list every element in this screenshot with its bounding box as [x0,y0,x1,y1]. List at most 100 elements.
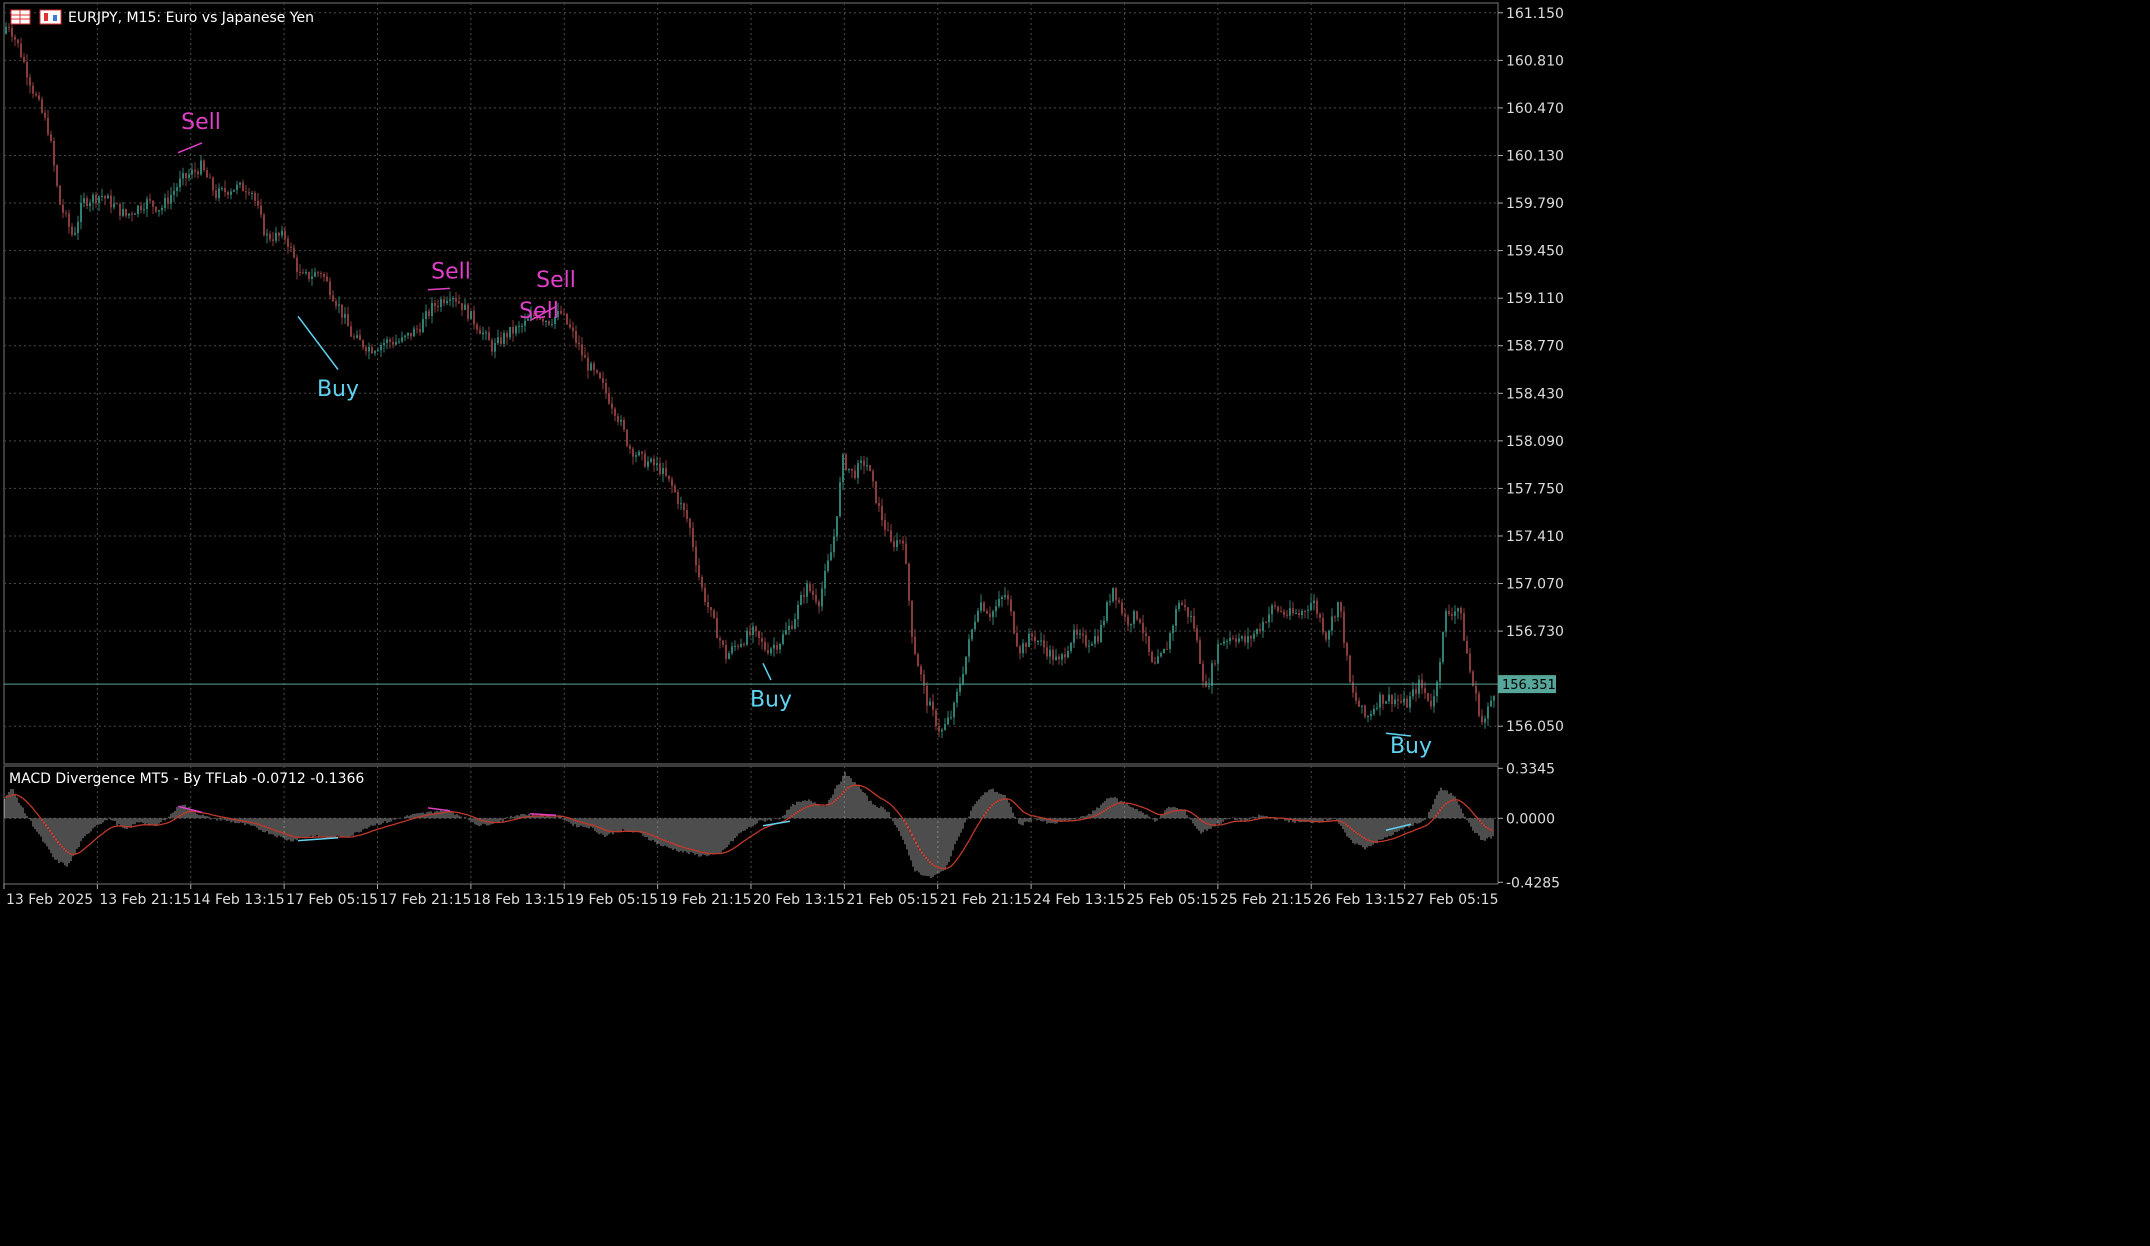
candle-body [1073,629,1075,643]
candle-body [1193,615,1195,629]
time-axis[interactable]: 13 Feb 2025 13 Feb 21:15 14 Feb 13:15 17 Fe… [3,884,1498,908]
candle-body [1379,694,1381,708]
candle-body [740,643,742,647]
candle-body [185,173,187,178]
candle-body [1256,629,1258,634]
candle-body [224,188,226,192]
candle-body [365,347,367,352]
candle-body [308,271,310,280]
candle-body [596,370,598,373]
candle-body [1376,707,1378,709]
candle-body [1178,602,1180,610]
candle-body [380,344,382,351]
candle-body [824,570,826,589]
candle-body [269,233,271,240]
candle-body [167,197,169,204]
candle-body [716,618,718,639]
price-axis[interactable]: 161.150 160.810 160.470 160.130 159.790 159.4… [1498,6,1564,735]
signal-markers: Sell Sell Sell Sell Buy Buy Buy [177,110,1432,759]
candle-body [146,199,148,210]
grid-table-icon[interactable] [10,9,31,25]
candle-body [713,610,715,619]
candle-body [95,194,97,203]
candle-body [329,281,331,296]
candle-body [101,196,103,198]
candle-body [692,527,694,547]
buy-divergence-line [762,662,772,681]
candle-body [332,295,334,302]
candle-body [515,326,517,334]
candle-body [260,205,262,215]
candle-body [212,177,214,191]
candle-body [509,327,511,338]
candle-body [527,318,529,321]
candle-body [776,644,778,650]
candle-body [1025,643,1027,647]
candle-body [1223,641,1225,644]
candle-body [113,203,115,208]
candle-body [1241,636,1243,639]
candle-body [767,649,769,654]
candle-body [473,310,475,325]
indicator-axis[interactable]: 0.3345 0.0000 -0.4285 [1498,761,1560,891]
candle-body [62,204,64,213]
candle-body [1001,597,1003,599]
candle-body [1313,600,1315,603]
main-grid [4,3,1498,764]
candle-body [371,347,373,354]
candlestick-chart-icon[interactable] [39,9,62,25]
candle-body [581,344,583,356]
candle-body [974,621,976,630]
candle-body [899,540,901,542]
candle-body [1322,617,1324,633]
candle-body [941,729,943,732]
candle-body [530,314,532,319]
price-tick-label: 158.430 [1506,386,1564,402]
candle-body [893,541,895,548]
candle-body [656,463,658,466]
candle-body [1316,600,1318,614]
candle-body [170,194,172,204]
candle-body [161,208,163,211]
candle-body [731,646,733,654]
candle-body [683,503,685,511]
candle-body [362,340,364,348]
candle-body [794,618,796,629]
candle-body [1448,611,1450,614]
candle-body [203,160,205,171]
candle-body [1121,602,1123,614]
candle-body [971,629,973,640]
candle-body [287,238,289,247]
price-tick-label: 157.070 [1506,577,1564,593]
candle-body [737,646,739,648]
candle-body [1364,705,1366,717]
candle-body [227,191,229,195]
candle-body [635,455,637,457]
candle-body [1214,663,1216,665]
candle-body [932,701,934,711]
candle-body [470,310,472,320]
candle-body [1472,671,1474,687]
candle-body [884,520,886,530]
candle-body [1085,635,1087,647]
candle-body [752,626,754,635]
candle-body [1118,600,1120,603]
macd-histogram [4,772,1494,878]
candle-body [830,552,832,561]
candle-body [959,683,961,692]
candle-body [257,200,259,206]
candle-body [245,191,247,193]
candle-body [1436,681,1438,697]
candle-body [617,415,619,422]
signal-line [4,784,1494,870]
candle-body [512,327,514,334]
candle-body [686,510,688,519]
candle-body [1247,636,1249,643]
candle-body [1268,614,1270,623]
candle-body [1004,595,1006,598]
candle-body [1067,651,1069,658]
candle-body [1394,699,1396,704]
price-tick-label: 160.810 [1506,53,1564,69]
candle-body [5,26,7,34]
